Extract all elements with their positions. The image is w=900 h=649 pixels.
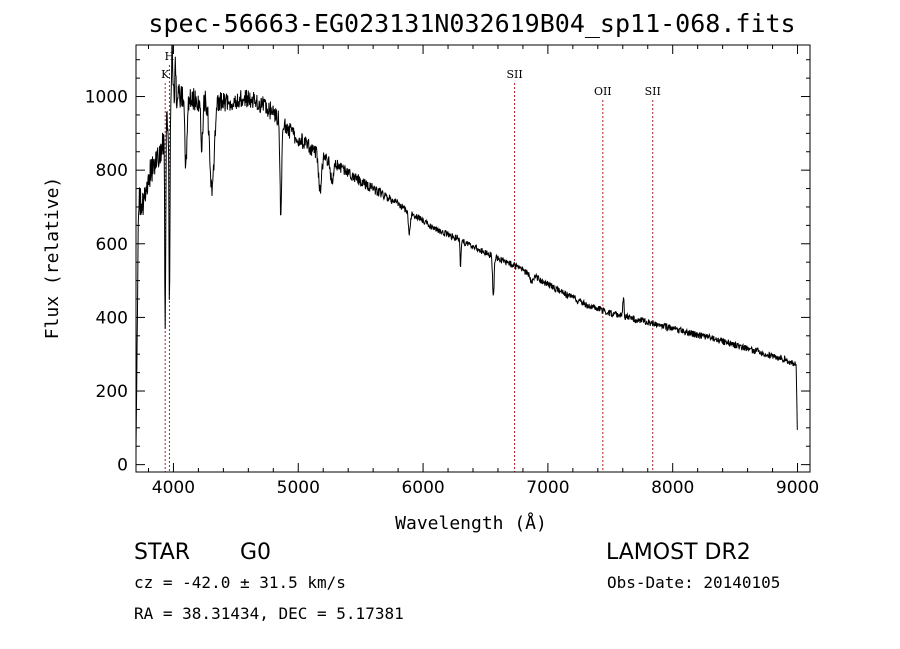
x-tick-label: 5000 — [277, 478, 320, 498]
redshift-cz: cz = -42.0 ± 31.5 km/s — [134, 573, 346, 592]
x-tick-label: 9000 — [776, 478, 819, 498]
x-tick-label: 6000 — [401, 478, 444, 498]
object-subclass: G0 — [240, 540, 271, 565]
obs-date: Obs-Date: 20140105 — [607, 573, 780, 592]
plot-frame — [135, 44, 811, 473]
line-marker-label: OII — [594, 85, 612, 98]
line-marker-label: SII — [506, 68, 522, 81]
object-class: STAR — [134, 540, 190, 565]
x-tick-label: 8000 — [651, 478, 694, 498]
axis-ticks: 4000 5000 6000 7000 8000 9000 0 200 400 600 800 100… — [85, 45, 819, 498]
chart-title: spec-56663-EG023131N032619B04_sp11-068.f… — [148, 9, 795, 38]
y-tick-label: 1000 — [85, 88, 128, 108]
survey-name: LAMOST DR2 — [606, 540, 751, 565]
line-marker-label: SII — [645, 85, 661, 98]
y-tick-label: 800 — [96, 161, 128, 181]
y-tick-label: 400 — [96, 308, 128, 328]
x-tick-label: 7000 — [526, 478, 569, 498]
y-axis-label: Flux (relative) — [42, 177, 63, 340]
y-tick-label: 200 — [96, 382, 128, 402]
spectrum-line — [135, 44, 798, 453]
line-marker-label: H — [165, 50, 175, 63]
y-tick-label: 0 — [117, 456, 128, 476]
line-marker-label: K — [161, 68, 170, 81]
line-markers: HK SII OII SII — [161, 50, 661, 472]
y-tick-label: 600 — [96, 235, 128, 255]
ra-dec: RA = 38.31434, DEC = 5.17381 — [134, 604, 404, 623]
x-tick-label: 4000 — [152, 478, 195, 498]
x-axis-label: Wavelength (Å) — [395, 512, 547, 534]
